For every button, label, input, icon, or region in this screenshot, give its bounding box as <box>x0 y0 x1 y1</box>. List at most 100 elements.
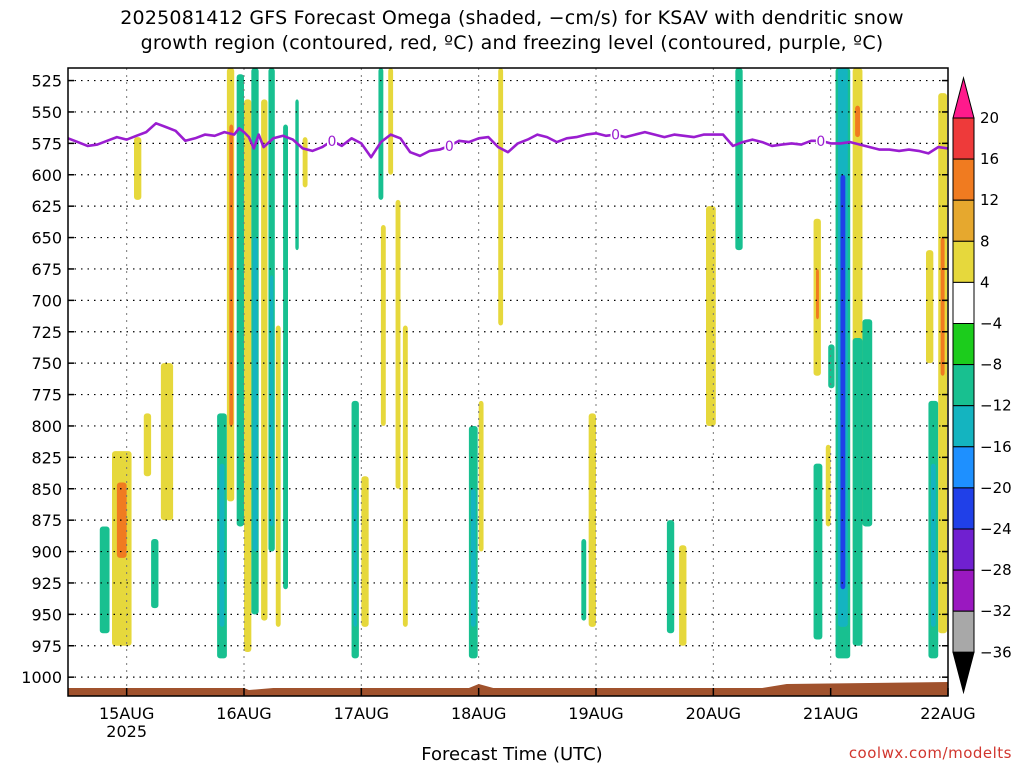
omega-cell-35 <box>588 413 596 627</box>
freezing-level-label-2: 0 <box>611 128 620 144</box>
freezing-label-bg-2 <box>610 126 621 142</box>
colorbar-box-8 <box>952 446 975 489</box>
omega-cell-19 <box>283 124 288 590</box>
omega-cell-15 <box>261 99 268 621</box>
colorbar-box-11 <box>952 569 975 612</box>
omega-cell-18 <box>275 325 281 627</box>
colorbar-label-5: −4 <box>980 315 1002 333</box>
omega-cell-28 <box>395 199 401 489</box>
chart-title-line-1: 2025081412 GFS Forecast Omega (shaded, −… <box>120 7 904 29</box>
omega-cell-26 <box>380 225 386 426</box>
freezing-level-contour: 0 0 0 0 <box>67 122 949 159</box>
omega-cell-41 <box>816 268 819 320</box>
omega-cell-44 <box>825 444 831 527</box>
freezing-label-bg-3 <box>815 132 826 148</box>
omega-cell-27 <box>388 68 394 175</box>
omega-cell-51 <box>862 319 873 527</box>
y-tick-label-575: 575 <box>31 134 62 153</box>
omega-cell-37 <box>679 545 687 646</box>
y-axis-pressure-ticks: 525 550 575 600 625 650 675 700 725 750 775 800 825 8… <box>21 72 948 687</box>
colorbar-label-6: −8 <box>980 356 1002 374</box>
y-tick-label-950: 950 <box>31 605 62 624</box>
y-tick-label-600: 600 <box>31 166 62 185</box>
omega-cell-33 <box>498 68 504 326</box>
omega-cell-4 <box>143 413 152 477</box>
y-tick-label-750: 750 <box>31 354 62 373</box>
omega-cell-0 <box>99 526 110 634</box>
y-tick-label-975: 975 <box>31 637 62 656</box>
freezing-label-bg-0 <box>327 132 337 148</box>
x-tick-label-21AUG: 21AUG <box>803 704 858 723</box>
omega-cell-50 <box>852 338 863 646</box>
omega-cell-2 <box>116 482 127 558</box>
y-tick-label-700: 700 <box>31 291 62 310</box>
freezing-level-label-1: 0 <box>445 139 454 155</box>
y-tick-label-875: 875 <box>31 511 62 530</box>
colorbar-label-3: 8 <box>980 232 990 250</box>
colorbar-box-7 <box>952 405 975 448</box>
omega-cell-3 <box>134 137 142 200</box>
omega-cell-49 <box>855 105 860 138</box>
y-tick-label-825: 825 <box>31 448 62 467</box>
omega-cell-12 <box>244 99 252 653</box>
x-axis-label: Forecast Time (UTC) <box>421 744 603 765</box>
x-tick-label-20AUG: 20AUG <box>686 704 741 723</box>
surface-band <box>68 682 948 696</box>
omega-cell-24 <box>361 476 369 627</box>
colorbar-box-0 <box>952 117 975 160</box>
omega-cell-10 <box>229 124 234 426</box>
omega-cell-36 <box>666 520 675 634</box>
omega-cell-47 <box>840 174 846 590</box>
omega-cell-54 <box>930 463 936 627</box>
omega-cell-39 <box>735 68 743 251</box>
omega-cell-25 <box>378 68 384 200</box>
omega-cell-23 <box>353 488 357 627</box>
colorbar-box-12 <box>952 610 975 653</box>
omega-cell-6 <box>160 363 174 521</box>
surface-terrain <box>68 682 948 696</box>
colorbar-top-arrow <box>952 76 975 119</box>
omega-cell-31 <box>470 488 476 627</box>
colorbar-box-2 <box>952 199 975 242</box>
y-tick-label-650: 650 <box>31 229 62 248</box>
y-tick-label-900: 900 <box>31 543 62 562</box>
colorbar-box-9 <box>952 487 975 530</box>
omega-cell-56 <box>940 237 945 376</box>
x-tick-label-16AUG: 16AUG <box>216 704 271 723</box>
omega-cell-11 <box>236 74 244 527</box>
colorbar-box-3 <box>952 240 975 283</box>
x-tick-year-label: 2025 <box>106 722 147 741</box>
colorbar-label-9: −20 <box>980 479 1012 497</box>
y-tick-label-525: 525 <box>31 72 62 91</box>
plot-frame <box>67 67 949 697</box>
y-tick-label-925: 925 <box>31 574 62 593</box>
colorbar-label-1: 16 <box>980 150 999 168</box>
freezing-label-bg-1 <box>444 137 455 153</box>
omega-cell-14 <box>252 237 258 552</box>
y-tick-label-1000: 1000 <box>21 668 62 687</box>
omega-cell-43 <box>828 344 835 389</box>
y-tick-label-850: 850 <box>31 480 62 499</box>
omega-cell-34 <box>581 539 587 621</box>
omega-cell-21 <box>302 137 308 188</box>
omega-cell-32 <box>478 400 484 552</box>
y-tick-label-550: 550 <box>31 103 62 122</box>
omega-cell-5 <box>151 539 159 609</box>
colorbar-box-1 <box>952 158 975 201</box>
colorbar-box-6 <box>952 364 975 407</box>
freezing-level-label-3: 0 <box>816 134 825 150</box>
y-tick-label-775: 775 <box>31 386 62 405</box>
colorbar-label-10: −24 <box>980 520 1012 538</box>
omega-cell-38 <box>706 206 716 426</box>
plot-border <box>67 67 949 697</box>
omega-cell-17 <box>269 275 274 527</box>
colorbar-label-0: 20 <box>980 109 999 127</box>
colorbar-bottom-arrow <box>952 651 975 695</box>
colorbar-label-11: −28 <box>980 561 1012 579</box>
colorbar-box-10 <box>952 528 975 571</box>
colorbar-box-4 <box>952 281 975 324</box>
omega-cell-29 <box>402 325 408 627</box>
colorbar-label-8: −16 <box>980 438 1012 456</box>
